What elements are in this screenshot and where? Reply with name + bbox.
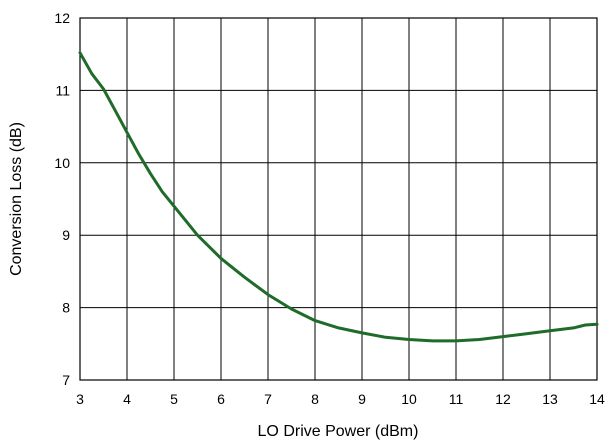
y-tick-label: 9 <box>62 227 70 243</box>
y-tick-label: 11 <box>55 82 70 98</box>
x-tick-label: 9 <box>358 391 366 407</box>
x-tick-label: 10 <box>401 391 417 407</box>
x-tick-label: 12 <box>495 391 511 407</box>
series-line-0 <box>78 51 599 343</box>
y-tick-label: 7 <box>62 372 70 388</box>
x-tick-label: 8 <box>311 391 319 407</box>
x-tick-label: 14 <box>589 391 605 407</box>
y-axis-title: Conversion Loss (dB) <box>8 122 25 276</box>
plot-area <box>79 17 598 381</box>
y-tick-labels: 7 8 9 10 11 12 <box>54 10 70 388</box>
x-tick-label: 13 <box>542 391 558 407</box>
y-tick-label: 10 <box>54 155 70 171</box>
x-tick-label: 4 <box>123 391 131 407</box>
y-tick-label: 12 <box>54 10 70 26</box>
x-tick-label: 5 <box>170 391 178 407</box>
grid <box>79 17 598 381</box>
x-tick-label: 6 <box>217 391 225 407</box>
x-tick-label: 3 <box>76 391 84 407</box>
y-tick-label: 8 <box>62 300 70 316</box>
series-layer <box>78 51 599 343</box>
x-tick-labels: 3 4 5 6 7 8 9 10 11 12 13 14 <box>76 391 605 407</box>
x-tick-label: 7 <box>264 391 272 407</box>
x-axis-title: LO Drive Power (dBm) <box>258 423 419 440</box>
x-tick-label: 11 <box>449 391 464 407</box>
